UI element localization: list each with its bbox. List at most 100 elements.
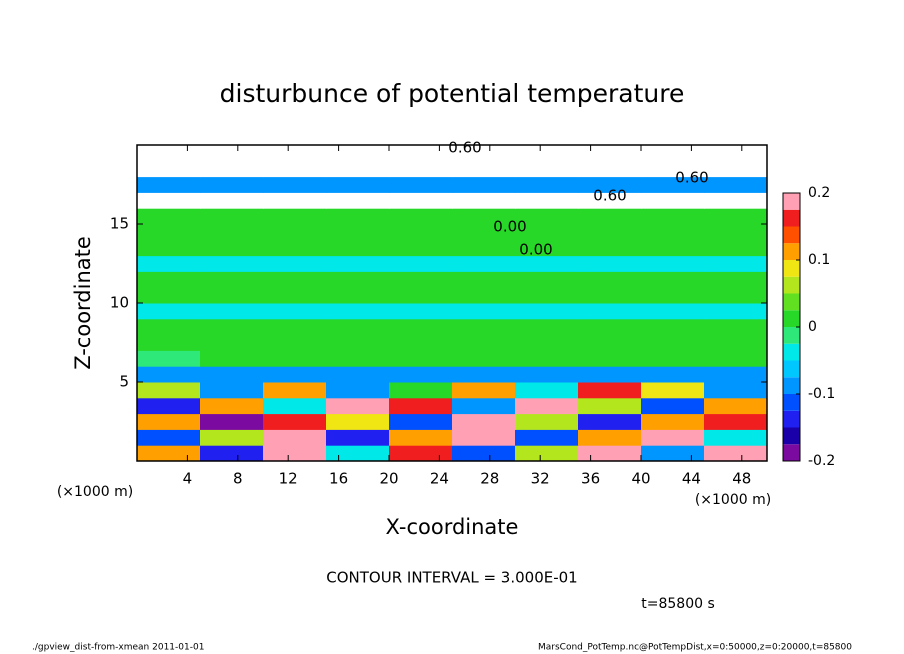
cell [704,334,768,351]
cell [263,255,327,272]
cell [263,350,327,367]
cell [578,145,642,162]
colorbar-cell [783,394,800,411]
cell [137,255,201,272]
cell [263,192,327,209]
cell [452,382,516,399]
cell [704,208,768,225]
cell [704,145,768,162]
x-unit: (×1000 m) [695,492,771,508]
y-tick-label: 10 [110,294,129,312]
cell [389,255,453,272]
cell [389,303,453,320]
cell [137,413,201,430]
cell [389,350,453,367]
cell [578,445,642,462]
cell [263,287,327,304]
cell [326,350,390,367]
cell [200,208,264,225]
cell [641,350,705,367]
x-tick-label: 40 [631,470,650,488]
cell [200,160,264,178]
cell [452,176,516,193]
cell [137,303,201,320]
cell [452,287,516,304]
colorbar-cell [783,427,800,445]
contour-label: 0.00 [493,218,526,236]
cell [704,287,768,304]
cell [515,271,579,288]
x-tick-label: 48 [732,470,751,488]
y-unit: (×1000 m) [57,484,133,500]
cell [326,208,390,225]
colorbar-cell [783,276,800,294]
cell [515,445,579,462]
cell [263,413,327,430]
colorbar-cell [783,343,800,361]
cell [200,239,264,257]
cell [200,334,264,351]
cell [200,397,264,415]
cell [452,271,516,288]
cell [263,160,327,178]
cell [515,208,579,225]
cell [704,318,768,336]
cell [389,334,453,351]
colorbar-cell [783,327,800,344]
cell [137,239,201,257]
cell [578,382,642,399]
x-tick-label: 8 [233,470,243,488]
cell [704,160,768,178]
cell [641,413,705,430]
cell [389,318,453,336]
cell [137,445,201,462]
cell [200,429,264,446]
colorbar-tick-label: 0.1 [808,252,830,268]
cell [200,287,264,304]
cell [326,255,390,272]
cell [578,287,642,304]
cell [704,397,768,415]
cell [578,271,642,288]
cell [137,192,201,209]
cell [641,255,705,272]
cell [137,397,201,415]
cell [578,160,642,178]
contour-note: CONTOUR INTERVAL = 3.000E-01 [326,569,577,587]
colorbar-cell [783,360,800,378]
cell [578,334,642,351]
cell [515,287,579,304]
cell [389,382,453,399]
cell [641,224,705,241]
cell [515,303,579,320]
cell [389,224,453,241]
cell [263,145,327,162]
cell [263,208,327,225]
x-tick-label: 20 [379,470,398,488]
colorbar-cell [783,293,800,311]
cell [389,429,453,446]
cell [326,366,390,383]
cell [641,303,705,320]
cell [200,318,264,336]
cell [452,160,516,178]
cell [137,160,201,178]
cell [389,145,453,162]
cell [137,350,201,367]
cell [137,224,201,241]
cell [263,334,327,351]
cell [452,192,516,209]
cell [578,397,642,415]
colorbar-tick-label: -0.2 [808,453,835,469]
cell [326,429,390,446]
cell [326,303,390,320]
cell [263,303,327,320]
cell [452,208,516,225]
colorbar-cell [783,410,800,428]
cell [326,160,390,178]
colorbar-cell [783,377,800,394]
cell [578,192,642,209]
cell [200,145,264,162]
x-axis-label: X-coordinate [386,515,519,539]
cell [326,176,390,193]
